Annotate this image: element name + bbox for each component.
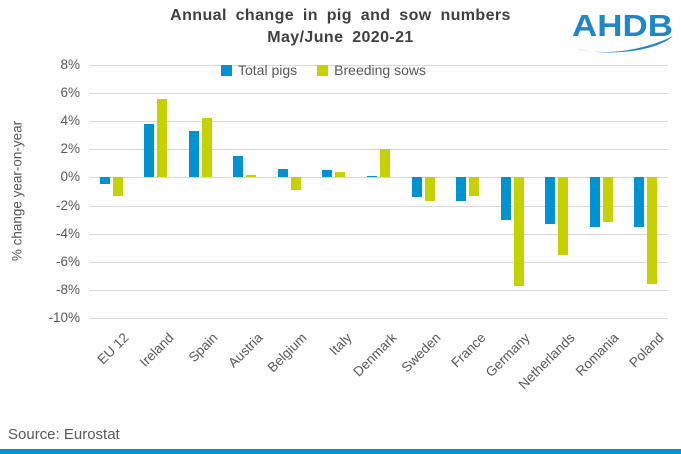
y-tick-label-6: 6% xyxy=(60,85,80,101)
bar-breeding-sows-france xyxy=(469,177,480,196)
gridline--6 xyxy=(89,261,668,263)
gridline-8 xyxy=(89,65,668,66)
chart-legend: Total pigs Breeding sows xyxy=(221,62,426,78)
bar-total-pigs-spain xyxy=(188,131,199,178)
bar-breeding-sows-eu-12 xyxy=(112,177,123,196)
bar-total-pigs-france xyxy=(456,177,467,202)
chart-title-line1: Annual change in pig and sow numbers xyxy=(170,7,511,24)
bar-breeding-sows-italy xyxy=(335,171,346,178)
gridline-4 xyxy=(89,121,668,123)
ahdb-logo-graphic: AHDB xyxy=(572,8,673,53)
legend-swatch-icon xyxy=(317,64,329,76)
gridline--10 xyxy=(89,318,668,319)
legend-item-breeding-sows: Breeding sows xyxy=(317,62,426,78)
bar-breeding-sows-spain xyxy=(201,118,212,178)
bar-total-pigs-belgium xyxy=(277,169,288,178)
gridline-6 xyxy=(89,93,668,95)
x-axis-labels: EU 12 Ireland Spain Austria Belgium Italy Denm… xyxy=(0,330,681,420)
y-tick-label-8: 8% xyxy=(60,57,80,72)
bar-total-pigs-italy xyxy=(322,170,333,178)
bar-total-pigs-denmark xyxy=(367,176,377,178)
bar-total-pigs-netherlands xyxy=(545,177,556,224)
y-tick-label--2: -2% xyxy=(55,197,80,213)
bottom-brand-strip xyxy=(0,449,681,454)
legend-label: Breeding sows xyxy=(334,62,426,78)
ahdb-logo-text: AHDB xyxy=(572,8,673,43)
legend-item-total-pigs: Total pigs xyxy=(221,62,297,78)
y-tick-label-0: 0% xyxy=(60,169,80,185)
bar-breeding-sows-sweden xyxy=(424,177,435,202)
bar-total-pigs-poland xyxy=(634,177,645,227)
bar-breeding-sows-austria xyxy=(246,174,257,178)
y-tick-label--6: -6% xyxy=(55,253,80,269)
bar-total-pigs-germany xyxy=(500,177,511,220)
y-tick-label--8: -8% xyxy=(55,281,80,297)
gridline-2 xyxy=(89,149,668,151)
gridline--4 xyxy=(89,233,668,235)
y-tick-label-4: 4% xyxy=(60,113,80,129)
bar-total-pigs-ireland xyxy=(144,124,155,178)
bar-breeding-sows-netherlands xyxy=(558,177,569,255)
plot-area xyxy=(89,65,668,319)
bar-breeding-sows-denmark xyxy=(380,149,390,178)
bar-breeding-sows-ireland xyxy=(157,98,168,178)
bar-total-pigs-romania xyxy=(589,177,600,227)
bar-breeding-sows-germany xyxy=(513,177,524,286)
y-tick-label--4: -4% xyxy=(55,225,80,241)
bar-total-pigs-sweden xyxy=(411,177,422,198)
source-note: Source: Eurostat xyxy=(8,426,120,443)
chart-title-line2: May/June 2020-21 xyxy=(267,29,414,46)
bar-breeding-sows-poland xyxy=(647,177,658,285)
ahdb-logo: AHDB xyxy=(571,6,675,56)
legend-label: Total pigs xyxy=(238,62,298,78)
gridline-0 xyxy=(89,177,668,179)
gridline--8 xyxy=(89,289,668,291)
y-tick-label-2: 2% xyxy=(60,141,80,157)
bar-breeding-sows-belgium xyxy=(290,177,301,191)
logo-wave-icon xyxy=(573,36,673,53)
bar-total-pigs-eu-12 xyxy=(99,177,110,185)
bar-total-pigs-austria xyxy=(233,156,244,178)
legend-swatch-icon xyxy=(221,64,232,76)
gridline--2 xyxy=(89,205,668,207)
bar-breeding-sows-romania xyxy=(602,177,613,223)
y-tick-label--10: -10% xyxy=(48,310,80,325)
chart-title: Annual change in pig and sow numbers May… xyxy=(0,5,681,49)
